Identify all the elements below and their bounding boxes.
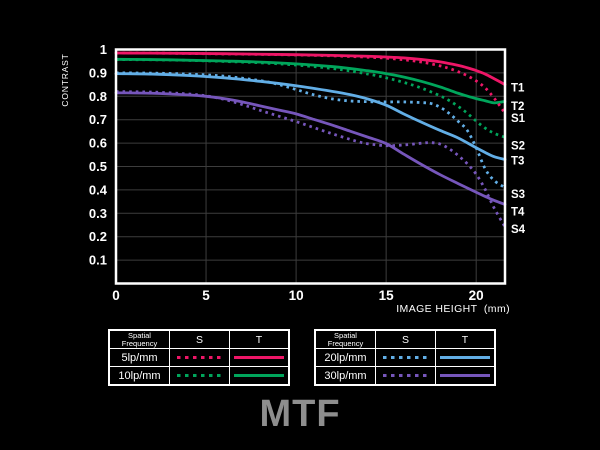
legend-frequency-label: 30lp/mm (324, 369, 367, 382)
y-tick-label: 0.8 (89, 89, 107, 104)
y-tick-label: 0.5 (89, 159, 107, 174)
curve-label-S2: S2 (511, 140, 525, 152)
legend-header-line2: Frequency (327, 338, 364, 348)
legend-header-row: Spatial Frequency S T (110, 331, 288, 348)
gridlines (116, 49, 505, 284)
curve-label-T1: T1 (511, 82, 525, 94)
y-tick-label: 0.2 (89, 229, 107, 244)
legend-header-t: T (229, 331, 288, 348)
swatch-solid-20lpmm (440, 356, 490, 359)
swatch-dotted-10lpmm (176, 374, 223, 377)
y-tick-label: 0.6 (89, 136, 107, 151)
chart-title: MTF (259, 393, 341, 435)
x-tick-label: 10 (289, 288, 304, 303)
swatch-dotted-30lpmm (382, 374, 429, 377)
legend-row-30lpmm: 30lp/mm (316, 366, 494, 384)
legend-table-low-frequency: Spatial Frequency S T 5lp/mm 10lp/mm (108, 329, 290, 386)
legend-header-s: S (375, 331, 435, 348)
x-tick-label: 5 (202, 288, 210, 303)
y-tick-label: 0.9 (89, 65, 107, 80)
mtf-chart: 1 0.9 0.8 0.7 0.6 0.5 0.4 0.3 0.2 0.1 0 5 10 15 20 CO… (60, 42, 526, 315)
x-axis-title: IMAGE HEIGHT (mm) (396, 303, 510, 315)
curve-label-S4: S4 (511, 224, 526, 236)
legend-frequency-label: 5lp/mm (121, 351, 158, 364)
legend-header-t: T (435, 331, 494, 348)
swatch-dotted-5lpmm (176, 356, 223, 359)
curve-S3 (115, 71, 506, 189)
curve-S4 (115, 90, 507, 228)
legend-row-5lpmm: 5lp/mm (110, 348, 288, 366)
legend-header-line2: Frequency (121, 338, 158, 348)
y-tick-label: 0.3 (89, 206, 107, 221)
legend-header-row: Spatial Frequency S T (316, 331, 494, 348)
curve-label-S1: S1 (511, 113, 526, 125)
curve-label-T4: T4 (511, 206, 525, 218)
x-axis-tick-labels: 0 5 10 15 20 (112, 288, 483, 303)
swatch-solid-30lpmm (440, 374, 490, 377)
y-tick-label: 0.7 (89, 112, 107, 127)
curve-T3 (114, 72, 507, 161)
legend-header-spatial-frequency: Spatial Frequency (110, 331, 169, 348)
x-tick-label: 20 (469, 288, 484, 303)
curve-T2 (114, 57, 507, 105)
legend-frequency-label: 20lp/mm (324, 351, 367, 364)
legend-table-high-frequency: Spatial Frequency S T 20lp/mm 30lp/mm (314, 329, 496, 386)
x-tick-label: 15 (379, 288, 395, 303)
legend-row-20lpmm: 20lp/mm (316, 348, 494, 366)
curve-label-T2: T2 (511, 101, 524, 113)
curve-T4 (114, 91, 507, 206)
curve-label-T3: T3 (511, 156, 524, 168)
swatch-solid-10lpmm (234, 374, 284, 377)
swatch-solid-5lpmm (234, 356, 284, 359)
legend-header-line1: Spatial (334, 331, 357, 340)
x-tick-label: 0 (112, 288, 120, 303)
y-tick-label: 0.4 (89, 182, 108, 197)
y-axis-title: CONTRAST (60, 53, 70, 106)
curve-label-S3: S3 (511, 189, 525, 201)
y-tick-label: 1 (100, 42, 107, 57)
y-tick-label: 0.1 (89, 253, 107, 268)
curve-T1 (114, 51, 507, 86)
legend-header-line1: Spatial (128, 331, 151, 340)
legend-header-spatial-frequency: Spatial Frequency (316, 331, 375, 348)
y-axis-tick-labels: 1 0.9 0.8 0.7 0.6 0.5 0.4 0.3 0.2 0.1 (89, 42, 108, 268)
mtf-curves (114, 51, 507, 228)
swatch-dotted-20lpmm (382, 356, 429, 359)
legend-frequency-label: 10lp/mm (118, 369, 161, 382)
legend-row-10lpmm: 10lp/mm (110, 366, 288, 384)
plot-frame (114, 48, 507, 285)
legend-header-s: S (169, 331, 229, 348)
